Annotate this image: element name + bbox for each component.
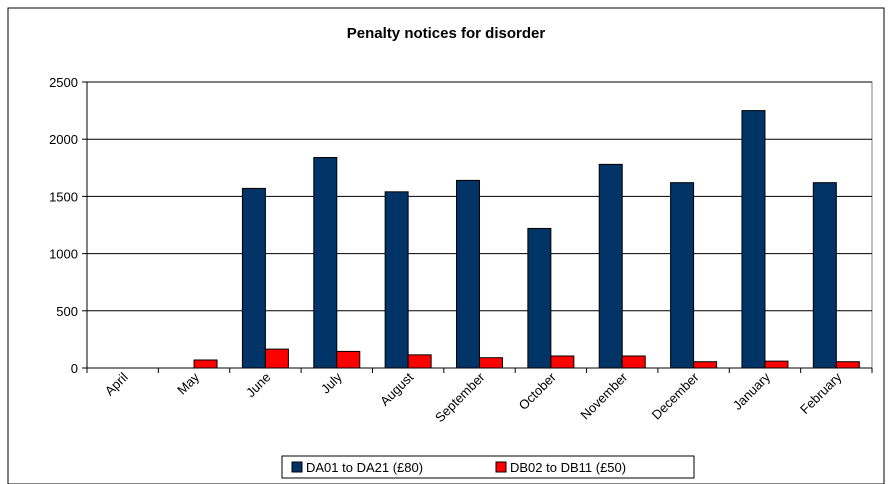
legend-label: DB02 to DB11 (£50) xyxy=(510,460,626,475)
bar xyxy=(764,360,789,369)
bar xyxy=(384,191,409,369)
y-tick-label: 2500 xyxy=(49,75,78,90)
bar xyxy=(456,179,480,369)
bar xyxy=(193,359,218,369)
legend-swatch xyxy=(291,461,303,473)
legend-label: DA01 to DA21 (£80) xyxy=(306,460,423,475)
legend-swatch xyxy=(495,461,507,473)
bar xyxy=(670,182,695,369)
bar xyxy=(527,227,552,369)
bar xyxy=(550,355,575,369)
legend: DA01 to DA21 (£80) DB02 to DB11 (£50) xyxy=(281,455,695,479)
bar xyxy=(621,355,646,369)
bar xyxy=(264,348,289,369)
chart-title: Penalty notices for disorder xyxy=(347,25,546,42)
bar xyxy=(313,157,338,369)
bar xyxy=(241,187,266,369)
bar xyxy=(407,354,432,369)
y-tick-label: 500 xyxy=(56,304,78,319)
y-tick-label: 1500 xyxy=(49,189,78,204)
bar xyxy=(693,361,718,369)
bar xyxy=(835,361,860,369)
bar xyxy=(741,110,766,369)
y-tick-label: 2000 xyxy=(49,132,78,147)
bar xyxy=(479,357,503,369)
bar xyxy=(336,350,361,369)
legend-box xyxy=(281,455,695,479)
bar xyxy=(598,163,623,369)
y-tick-label: 0 xyxy=(71,361,78,376)
y-tick-label: 1000 xyxy=(49,247,78,262)
bar xyxy=(812,182,837,369)
